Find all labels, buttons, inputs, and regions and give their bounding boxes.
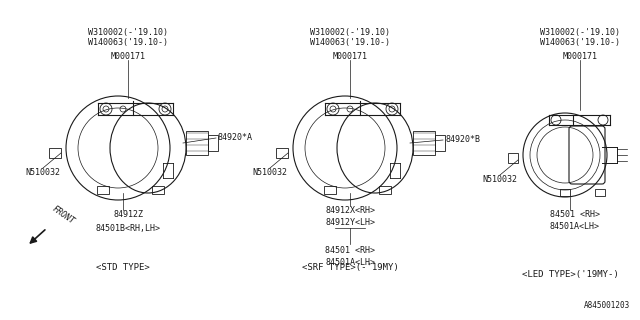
Text: 84501 <RH>: 84501 <RH> (550, 210, 600, 219)
Text: <SRF TYPE>(-'19MY): <SRF TYPE>(-'19MY) (301, 263, 398, 272)
Text: M000171: M000171 (563, 52, 598, 61)
Text: 84501 <RH>: 84501 <RH> (325, 246, 375, 255)
Text: 84912Z: 84912Z (113, 210, 143, 219)
Text: 84501B<RH,LH>: 84501B<RH,LH> (95, 224, 161, 233)
Text: <LED TYPE>('19MY-): <LED TYPE>('19MY-) (522, 270, 618, 279)
Text: 84912Y<LH>: 84912Y<LH> (325, 218, 375, 227)
Text: N510032: N510032 (483, 175, 518, 184)
Text: W140063('19.10-): W140063('19.10-) (540, 38, 620, 47)
Text: 84501A<LH>: 84501A<LH> (550, 222, 600, 231)
Text: N510032: N510032 (26, 168, 61, 177)
Text: W140063('19.10-): W140063('19.10-) (310, 38, 390, 47)
Text: 84501A<LH>: 84501A<LH> (325, 258, 375, 267)
Text: W310002(-'19.10): W310002(-'19.10) (310, 28, 390, 37)
Text: W310002(-'19.10): W310002(-'19.10) (88, 28, 168, 37)
Text: 84920*B: 84920*B (445, 135, 480, 145)
Text: W310002(-'19.10): W310002(-'19.10) (540, 28, 620, 37)
Text: M000171: M000171 (333, 52, 367, 61)
Text: FRONT: FRONT (50, 204, 76, 226)
Text: 84920*A: 84920*A (218, 133, 253, 142)
Text: W140063('19.10-): W140063('19.10-) (88, 38, 168, 47)
Text: M000171: M000171 (111, 52, 145, 61)
Text: <STD TYPE>: <STD TYPE> (96, 263, 150, 272)
Text: 84912X<RH>: 84912X<RH> (325, 206, 375, 215)
Text: N510032: N510032 (253, 168, 287, 177)
Text: A845001203: A845001203 (584, 301, 630, 310)
